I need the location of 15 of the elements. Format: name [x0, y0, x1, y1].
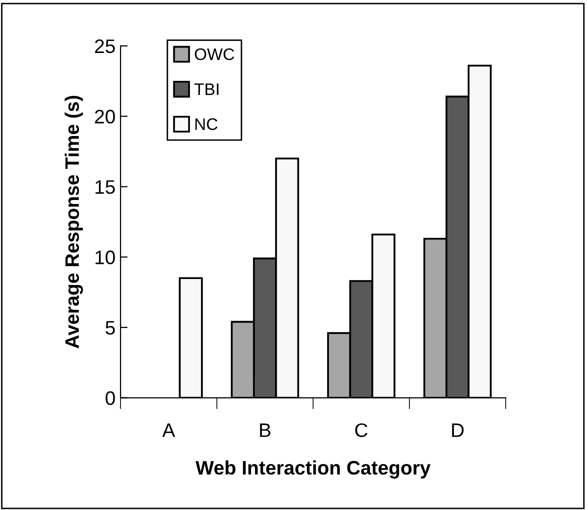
y-axis-title: Average Response Time (s) [64, 96, 83, 348]
legend-label: TBI [194, 83, 218, 95]
x-tick-label: D [452, 424, 464, 437]
y-tick-label: 5 [106, 321, 115, 335]
legend-label: NC [195, 118, 218, 130]
x-tick-label: A [162, 424, 176, 437]
y-tick-label: 20 [95, 110, 115, 124]
legend-label: OWC [194, 48, 234, 60]
y-tick-label: 25 [95, 39, 115, 54]
y-tick-label: 15 [96, 180, 115, 194]
x-tick-label: C [355, 423, 368, 438]
y-tick-label: 10 [96, 250, 115, 264]
x-axis-title: Web Interaction Category [196, 460, 431, 479]
y-tick-label: 0 [106, 391, 115, 406]
x-tick-label: B [260, 424, 270, 437]
